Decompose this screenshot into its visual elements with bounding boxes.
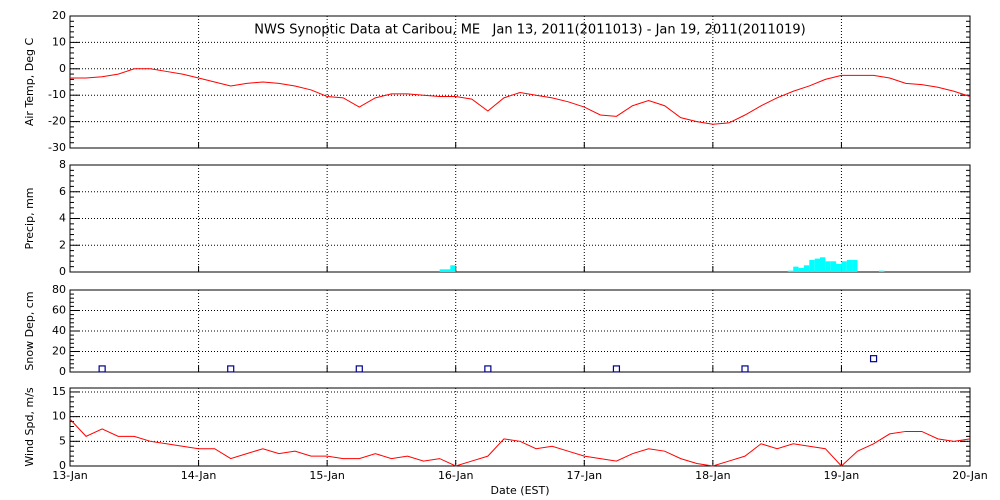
bar <box>878 270 885 272</box>
y-tick-label: 0 <box>59 365 66 378</box>
x-tick-label: 13-Jan <box>52 469 88 482</box>
x-tick-label: 19-Jan <box>824 469 860 482</box>
bar <box>445 269 451 272</box>
x-tick-label: 14-Jan <box>181 469 217 482</box>
y-tick-label: 40 <box>52 324 66 337</box>
x-tick-label: 18-Jan <box>695 469 731 482</box>
y-tick-label: 20 <box>52 9 66 22</box>
y-tick-label: 15 <box>52 385 66 398</box>
y-tick-label: 5 <box>59 434 66 447</box>
bar <box>819 257 826 272</box>
y-tick-label: 10 <box>52 35 66 48</box>
y-tick-label: 4 <box>59 212 66 225</box>
bar <box>846 259 853 272</box>
y-axis-label: Air Temp, Deg C <box>23 38 36 127</box>
bar <box>841 261 847 272</box>
y-tick-label: 20 <box>52 345 66 358</box>
marker <box>869 355 878 363</box>
bar <box>787 270 794 272</box>
y-tick-label: -10 <box>48 88 66 101</box>
plot-frame <box>69 387 971 467</box>
y-axis-label: Wind Spd, m/s <box>23 387 36 467</box>
bar <box>803 265 810 272</box>
y-tick-label: 8 <box>59 158 66 171</box>
y-axis-label: Snow Dep, cm <box>23 291 36 370</box>
marker <box>355 365 363 373</box>
chart-title: NWS Synoptic Data at Caribou, ME Jan 13,… <box>254 23 805 38</box>
y-tick-label: 6 <box>59 185 66 198</box>
y-tick-label: -20 <box>48 115 66 128</box>
bar <box>830 261 837 272</box>
bar <box>809 259 815 272</box>
bar <box>825 261 831 272</box>
y-tick-label: -30 <box>48 141 66 154</box>
bar <box>814 258 821 272</box>
bar <box>450 265 456 272</box>
marker <box>484 365 492 373</box>
y-tick-label: 10 <box>52 410 66 423</box>
bar <box>836 263 842 272</box>
y-tick-label: 0 <box>59 62 66 75</box>
bar <box>439 269 446 272</box>
bar <box>793 266 799 272</box>
marker <box>98 365 106 373</box>
bar <box>798 267 805 272</box>
y-tick-label: 2 <box>59 238 66 251</box>
bar <box>852 259 858 272</box>
y-tick-label: 80 <box>52 283 66 296</box>
y-tick-label: 0 <box>59 459 66 472</box>
y-tick-label: 0 <box>59 265 66 278</box>
y-tick-label: 60 <box>52 304 66 317</box>
data-line <box>69 418 971 467</box>
marker <box>227 365 235 373</box>
marker <box>612 365 621 373</box>
marker <box>741 365 749 373</box>
x-axis-label: Date (EST) <box>490 484 549 497</box>
y-axis-label: Precip, mm <box>23 188 36 250</box>
x-tick-label: 16-Jan <box>438 469 474 482</box>
x-tick-label: 20-Jan <box>952 469 988 482</box>
data-line <box>70 68 971 125</box>
x-tick-label: 17-Jan <box>567 469 603 482</box>
x-tick-label: 15-Jan <box>309 469 345 482</box>
